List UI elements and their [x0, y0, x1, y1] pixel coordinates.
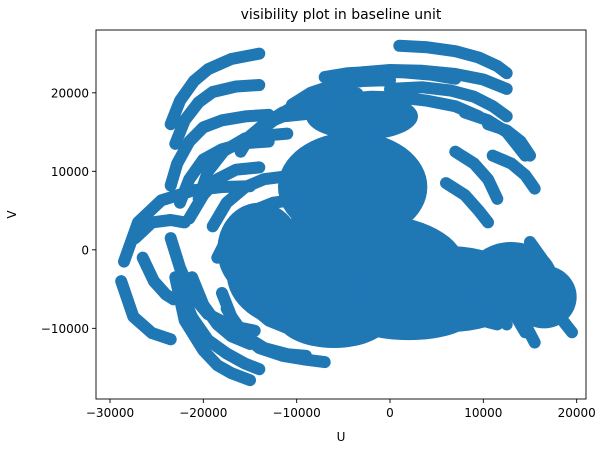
dense-region-0: [278, 132, 428, 242]
uv-track-31: [449, 145, 504, 205]
uv-track-8: [164, 47, 266, 131]
uv-track-18: [230, 275, 322, 340]
uv-track-17: [220, 302, 331, 369]
uv-track-24: [323, 64, 513, 95]
uv-track-32: [440, 177, 494, 229]
y-axis-label: V: [5, 210, 19, 219]
uv-track-37: [514, 251, 578, 339]
y-tick-label: −10000: [41, 322, 89, 336]
uv-track-7: [186, 271, 256, 350]
data-points: [115, 39, 578, 387]
x-tick-label: −30000: [86, 406, 134, 420]
y-tick-label: 0: [81, 243, 89, 257]
uv-track-25: [393, 39, 513, 80]
uv-track-35: [463, 275, 513, 331]
x-tick-label: −20000: [179, 406, 227, 420]
uv-track-38: [449, 298, 504, 331]
uv-track-10: [164, 108, 275, 192]
uv-track-3: [136, 251, 180, 306]
chart-title: visibility plot in baseline unit: [241, 7, 442, 23]
dense-region-7: [343, 293, 474, 341]
x-tick-label: 0: [386, 406, 394, 420]
uv-track-29: [482, 118, 536, 162]
y-tick-label: 20000: [51, 86, 89, 100]
axes-frame: [95, 29, 587, 400]
uv-track-1: [115, 275, 177, 346]
x-axis-ticks: −30000 −20000 −10000 0 10000 20000: [86, 399, 596, 420]
y-axis-ticks: −10000 0 10000 20000: [41, 86, 96, 336]
x-tick-label: −10000: [273, 406, 321, 420]
uv-track-27: [309, 90, 485, 123]
uv-track-13: [192, 127, 294, 205]
uv-track-30: [486, 149, 541, 195]
uv-track-2: [129, 214, 191, 245]
y-tick-label: 10000: [51, 165, 89, 179]
uv-track-15: [211, 193, 303, 264]
uv-track-34: [482, 263, 532, 339]
uv-track-6: [174, 283, 266, 376]
uv-track-5: [169, 271, 256, 387]
dense-region-8: [217, 202, 302, 297]
uv-track-14: [206, 170, 289, 233]
uv-track-36: [524, 236, 574, 311]
x-tick-label: 20000: [558, 406, 596, 420]
x-axis-label: U: [337, 430, 346, 444]
uv-track-9: [169, 79, 266, 150]
uv-track-26: [384, 81, 513, 123]
x-tick-label: 10000: [464, 406, 502, 420]
